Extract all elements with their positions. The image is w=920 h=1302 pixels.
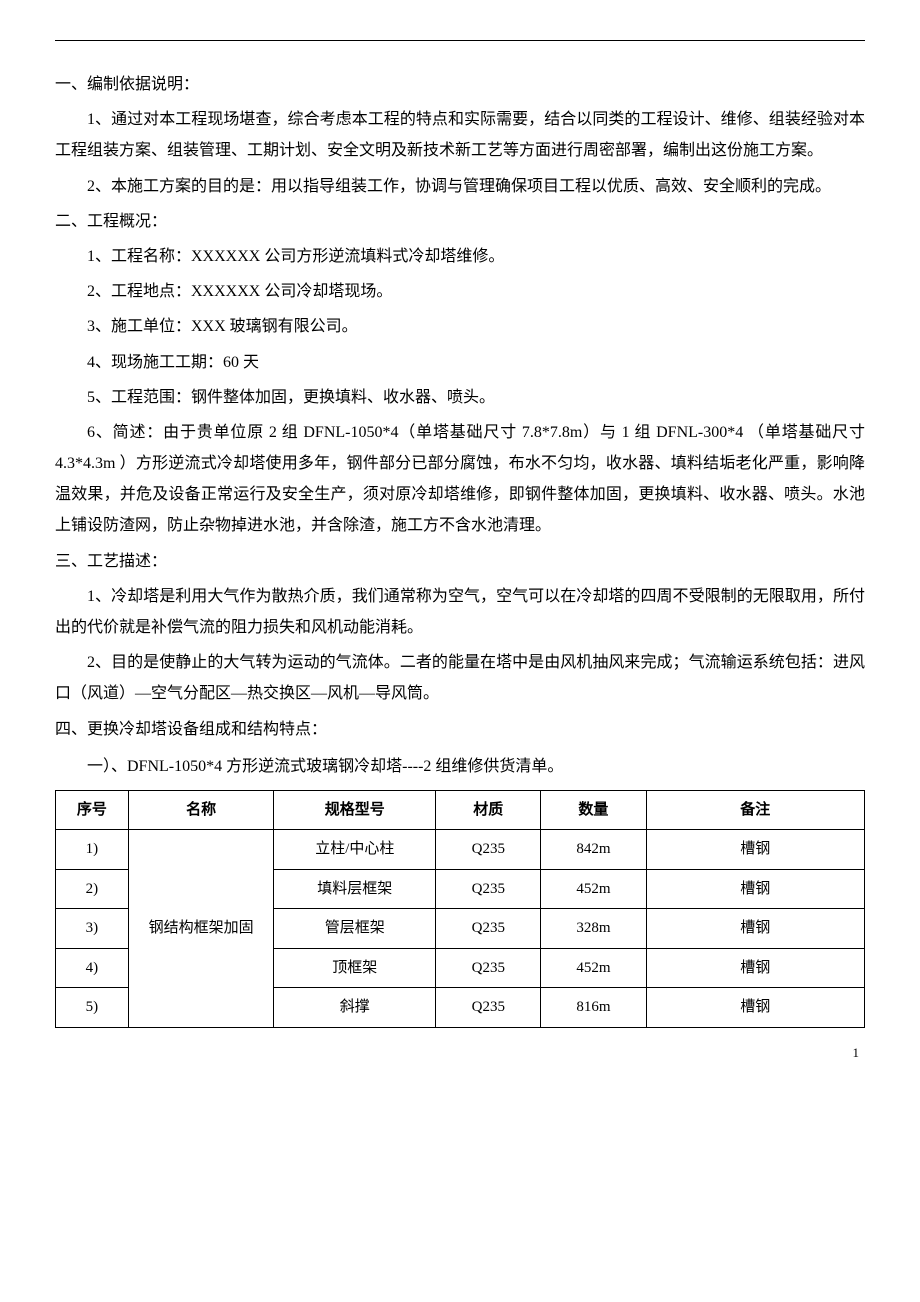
cell-merged-name: 钢结构框架加固 bbox=[128, 830, 274, 1028]
cell-seq: 4) bbox=[56, 948, 129, 988]
cell-note: 槽钢 bbox=[646, 948, 864, 988]
section-3-title: 三、工艺描述： bbox=[55, 546, 865, 577]
section-2-item-2: 2、工程地点：XXXXXX 公司冷却塔现场。 bbox=[55, 276, 865, 307]
cell-note: 槽钢 bbox=[646, 909, 864, 949]
table-row: 1) 钢结构框架加固 立柱/中心柱 Q235 842m 槽钢 bbox=[56, 830, 865, 870]
section-2-item-6: 6、简述：由于贵单位原 2 组 DFNL-1050*4（单塔基础尺寸 7.8*7… bbox=[55, 417, 865, 542]
th-seq: 序号 bbox=[56, 790, 129, 830]
cell-seq: 1) bbox=[56, 830, 129, 870]
cell-spec: 立柱/中心柱 bbox=[274, 830, 436, 870]
th-mat: 材质 bbox=[436, 790, 541, 830]
section-3-para-1: 1、冷却塔是利用大气作为散热介质，我们通常称为空气，空气可以在冷却塔的四周不受限… bbox=[55, 581, 865, 643]
section-3-para-2: 2、目的是使静止的大气转为运动的气流体。二者的能量在塔中是由风机抽风来完成；气流… bbox=[55, 647, 865, 709]
cell-spec: 顶框架 bbox=[274, 948, 436, 988]
top-rule bbox=[55, 40, 865, 41]
section-2-item-1: 1、工程名称：XXXXXX 公司方形逆流填料式冷却塔维修。 bbox=[55, 241, 865, 272]
cell-qty: 328m bbox=[541, 909, 646, 949]
th-spec: 规格型号 bbox=[274, 790, 436, 830]
section-4-title: 四、更换冷却塔设备组成和结构特点： bbox=[55, 714, 865, 745]
section-2-item-5: 5、工程范围：钢件整体加固，更换填料、收水器、喷头。 bbox=[55, 382, 865, 413]
th-qty: 数量 bbox=[541, 790, 646, 830]
cell-mat: Q235 bbox=[436, 948, 541, 988]
cell-seq: 2) bbox=[56, 869, 129, 909]
cell-seq: 3) bbox=[56, 909, 129, 949]
section-4-sub-1: 一）、DFNL-1050*4 方形逆流式玻璃钢冷却塔----2 组维修供货清单。 bbox=[55, 751, 865, 782]
cell-mat: Q235 bbox=[436, 909, 541, 949]
cell-mat: Q235 bbox=[436, 988, 541, 1028]
supply-table: 序号 名称 规格型号 材质 数量 备注 1) 钢结构框架加固 立柱/中心柱 Q2… bbox=[55, 790, 865, 1028]
section-2-item-4: 4、现场施工工期：60 天 bbox=[55, 347, 865, 378]
cell-qty: 816m bbox=[541, 988, 646, 1028]
cell-note: 槽钢 bbox=[646, 869, 864, 909]
page-number: 1 bbox=[55, 1040, 865, 1065]
table-header-row: 序号 名称 规格型号 材质 数量 备注 bbox=[56, 790, 865, 830]
section-1-para-2: 2、本施工方案的目的是：用以指导组装工作，协调与管理确保项目工程以优质、高效、安… bbox=[55, 171, 865, 202]
cell-mat: Q235 bbox=[436, 869, 541, 909]
cell-note: 槽钢 bbox=[646, 830, 864, 870]
cell-mat: Q235 bbox=[436, 830, 541, 870]
section-2-title: 二、工程概况： bbox=[55, 206, 865, 237]
th-name: 名称 bbox=[128, 790, 274, 830]
cell-spec: 填料层框架 bbox=[274, 869, 436, 909]
cell-qty: 452m bbox=[541, 948, 646, 988]
section-2-item-3: 3、施工单位：XXX 玻璃钢有限公司。 bbox=[55, 311, 865, 342]
cell-spec: 斜撑 bbox=[274, 988, 436, 1028]
cell-spec: 管层框架 bbox=[274, 909, 436, 949]
cell-qty: 842m bbox=[541, 830, 646, 870]
section-1-para-1: 1、通过对本工程现场堪查，综合考虑本工程的特点和实际需要，结合以同类的工程设计、… bbox=[55, 104, 865, 166]
cell-seq: 5) bbox=[56, 988, 129, 1028]
th-note: 备注 bbox=[646, 790, 864, 830]
section-1-title: 一、编制依据说明： bbox=[55, 69, 865, 100]
cell-note: 槽钢 bbox=[646, 988, 864, 1028]
cell-qty: 452m bbox=[541, 869, 646, 909]
